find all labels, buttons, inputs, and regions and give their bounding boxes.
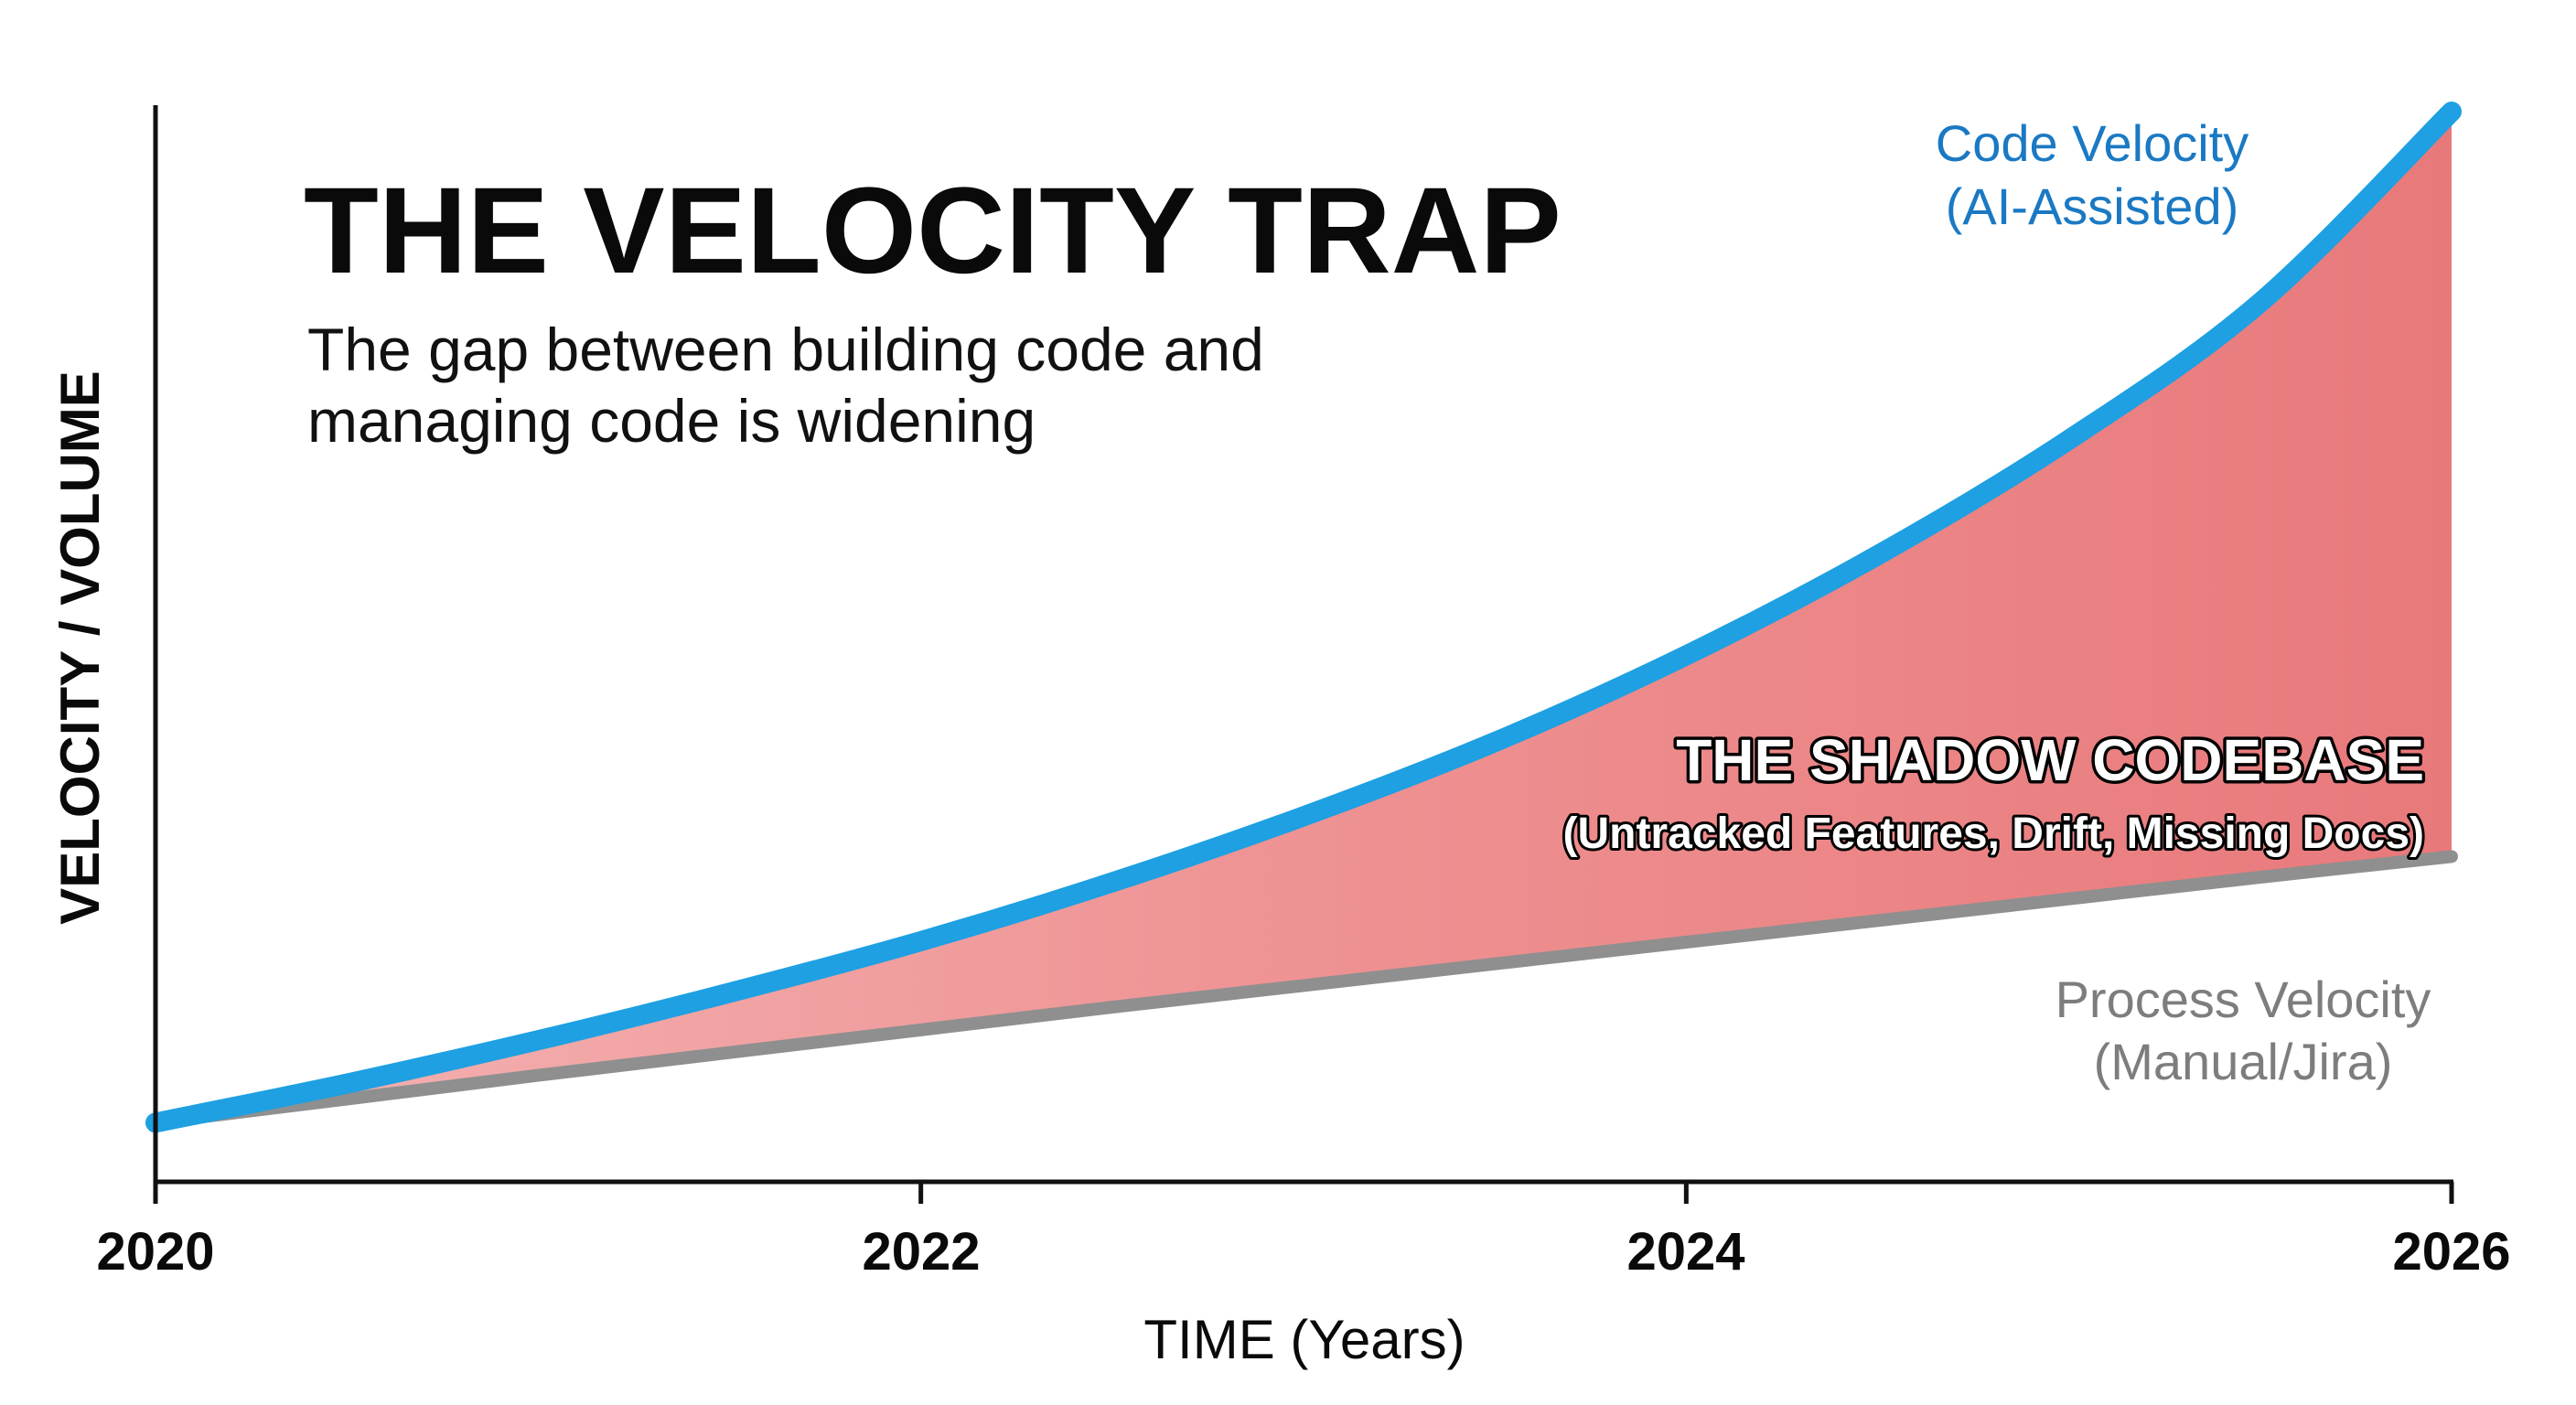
code-velocity-label: Code Velocity [1936,114,2249,172]
x-tick-label-2022: 2022 [862,1222,980,1282]
x-tick-label-2024: 2024 [1626,1222,1744,1282]
code-velocity-sublabel: (AI-Assisted) [1946,177,2239,235]
x-axis-title: TIME (Years) [1143,1309,1465,1370]
y-axis-title: VELOCITY / VOLUME [49,370,111,925]
process-velocity-sublabel: (Manual/Jira) [2094,1033,2393,1090]
chart-subtitle-line-1: The gap between building code and [307,316,1264,383]
x-tick-label-2020: 2020 [96,1222,214,1282]
shadow-codebase-subtitle: (Untracked Features, Drift, Missing Docs… [1562,810,2424,858]
shadow-codebase-title: THE SHADOW CODEBASE [1676,727,2424,793]
process-velocity-line [149,850,2458,1130]
shadow-codebase-area [156,112,2452,1123]
chart-subtitle-line-2: managing code is widening [307,387,1036,455]
process-velocity-label: Process Velocity [2055,971,2431,1028]
x-tick-label-2026: 2026 [2392,1222,2510,1282]
code-velocity-line [145,102,2462,1133]
chart-title: THE VELOCITY TRAP [304,163,1562,299]
x-axis-ticks [153,1182,2454,1204]
